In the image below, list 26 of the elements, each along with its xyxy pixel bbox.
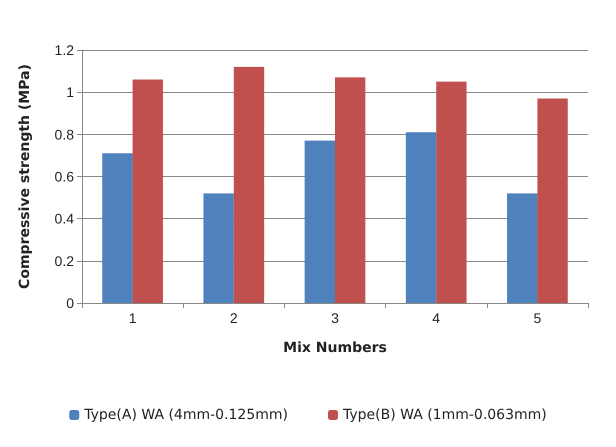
y-axis-title: Compressive strength (MPa) [17,64,33,289]
x-tick-label: 5 [534,310,542,326]
y-tick-label: 0.6 [54,168,74,184]
y-tick-label: 1.2 [54,42,74,58]
bar [436,82,467,303]
x-tick-label: 4 [432,310,440,326]
x-axis-title: Mix Numbers [283,340,387,356]
x-tick-label: 2 [230,310,238,326]
bar [132,80,163,303]
bar [304,140,335,303]
y-tick-label: 1 [66,84,74,100]
bar [102,153,133,303]
bar [537,98,568,303]
legend-label: Type(A) WA (4mm-0.125mm) [83,407,288,423]
bar [406,132,436,303]
x-tick-label: 3 [331,310,340,326]
legend-label: Type(B) WA (1mm-0.063mm) [342,407,547,423]
y-tick-label: 0.8 [54,126,74,142]
bar [203,193,234,303]
y-tick-label: 0.2 [54,252,74,269]
y-tick-label: 0.4 [54,210,74,227]
x-tick-label: 1 [128,310,137,326]
bar [335,77,366,303]
bar [234,66,264,303]
y-tick-label: 0 [66,295,74,311]
bar [507,193,538,303]
